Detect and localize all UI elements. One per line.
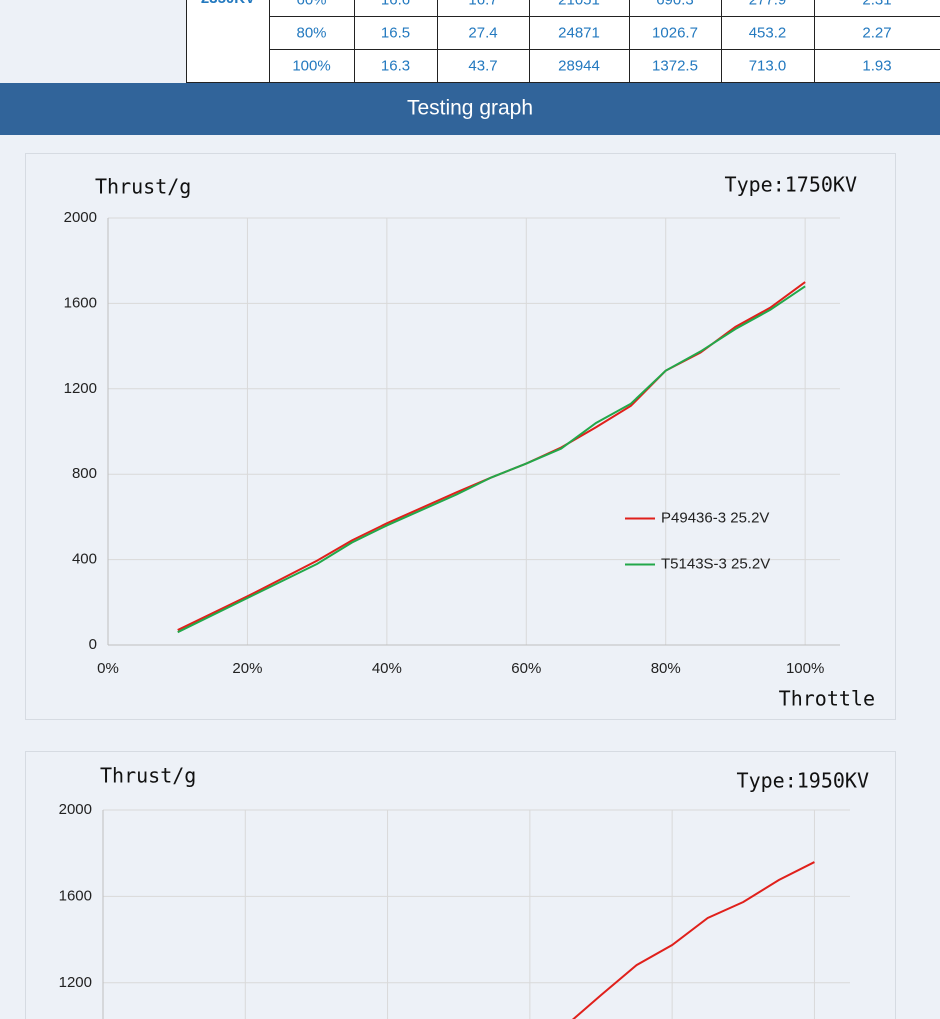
table-cell-text: 16.7 [468, 0, 497, 8]
section-title: Testing graph [407, 97, 533, 120]
table-cell-text: 28944 [558, 57, 600, 74]
annotation: Type:1750KV [725, 173, 857, 197]
table-cell-text: 2.27 [862, 24, 891, 41]
table-cell-text: 713.0 [749, 57, 787, 74]
data-line [571, 861, 815, 1019]
table-cell-text: 100% [292, 57, 330, 74]
table-cell-text: 1372.5 [652, 57, 698, 74]
y-tick-label: 2000 [59, 801, 92, 818]
x-tick-label: 60% [511, 660, 541, 677]
banner [0, 83, 940, 135]
table-cell-text: 16.5 [381, 24, 410, 41]
table-label-cell [186, 0, 270, 83]
y-axis-label: Thrust/g [100, 764, 196, 788]
table-cell-text: 2.31 [862, 0, 891, 8]
table-cell-text: 690.3 [656, 0, 694, 8]
table-cell-text: 80% [296, 24, 326, 41]
y-tick-label: 2000 [64, 209, 97, 226]
x-tick-label: 0% [97, 660, 119, 677]
legend-label: T5143S-3 25.2V [661, 555, 770, 572]
x-tick-label: 40% [372, 660, 402, 677]
x-tick-label: 20% [232, 660, 262, 677]
table-cell-text: 27.4 [468, 24, 497, 41]
data-line [177, 285, 806, 634]
chart-panel [25, 751, 896, 1019]
legend-label: P49436-3 25.2V [661, 509, 769, 526]
x-axis-label: Throttle [779, 687, 875, 711]
x-tick-label: 80% [651, 660, 681, 677]
table-cell-text: 1026.7 [652, 24, 698, 41]
y-tick-label: 1600 [64, 294, 97, 311]
table-cell-text: 16.6 [381, 0, 410, 8]
table-cell-text: 24871 [558, 24, 600, 41]
y-tick-label: 0 [89, 636, 97, 653]
y-tick-label: 1600 [59, 887, 92, 904]
table-cell-text: 16.3 [381, 57, 410, 74]
y-tick-label: 400 [72, 551, 97, 568]
table-cell-text: 43.7 [468, 57, 497, 74]
annotation: Type:1950KV [737, 769, 869, 793]
table-cell [814, 49, 940, 83]
y-axis-label: Thrust/g [95, 175, 191, 199]
table-cell-text: 60% [296, 0, 326, 8]
table-cell-text: 21051 [558, 0, 600, 8]
y-tick-label: 1200 [64, 380, 97, 397]
y-tick-label: 800 [72, 465, 97, 482]
table-label: 2350KV [201, 0, 255, 7]
table-cell-text: 453.2 [749, 24, 787, 41]
y-tick-label: 1200 [59, 974, 92, 991]
table-cell-text: 1.93 [862, 57, 891, 74]
x-tick-label: 100% [786, 660, 824, 677]
chart-panel [25, 153, 896, 720]
table-cell-text: 277.9 [749, 0, 787, 8]
